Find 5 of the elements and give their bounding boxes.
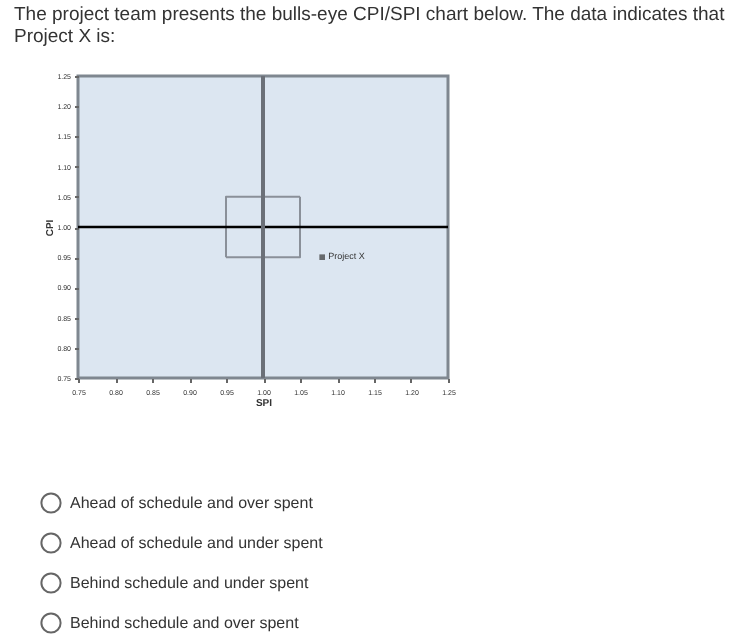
text: Ahead of schedule and under spent — [70, 533, 323, 551]
text: Ahead of schedule and over spent — [70, 493, 313, 511]
text: Behind schedule and under spent — [70, 573, 309, 591]
chart-title: The project team presents the bulls-eye CPI/SPI chart below. The data indicates that Project X is: — [14, 4, 727, 48]
text: Behind schedule and over spent — [70, 613, 299, 631]
